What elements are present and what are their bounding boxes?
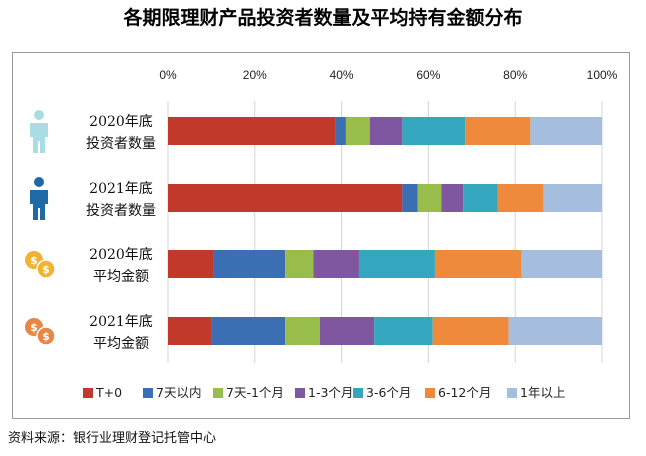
category-label-metric: 平均金额 bbox=[93, 269, 149, 285]
bar-segment bbox=[417, 184, 442, 212]
category-label-year: 2020年底 bbox=[89, 114, 153, 130]
x-tick-label: 60% bbox=[416, 68, 440, 82]
svg-text:$: $ bbox=[42, 263, 50, 276]
legend-swatch bbox=[83, 388, 93, 398]
bar-segment bbox=[285, 250, 314, 278]
bar-segment bbox=[313, 250, 359, 278]
legend-swatch bbox=[507, 388, 517, 398]
bar-segment bbox=[508, 317, 602, 345]
legend-label: 7天-1个月 bbox=[226, 385, 284, 400]
coins-icon: $$ bbox=[25, 318, 56, 346]
bar-segment bbox=[213, 250, 286, 278]
person-icon bbox=[30, 177, 48, 220]
legend-swatch bbox=[425, 388, 435, 398]
x-tick-label: 0% bbox=[159, 68, 177, 82]
chart-frame: 0% 20% 40% 60% 80% 100% 2020年底 投资者数量 2021年底 投资者数量… bbox=[12, 52, 630, 419]
bar-segment bbox=[285, 317, 320, 345]
bar-segment bbox=[319, 317, 375, 345]
legend-label: 1-3个月 bbox=[308, 385, 353, 400]
category-label-year: 2021年底 bbox=[89, 314, 153, 330]
bar-segment bbox=[374, 317, 433, 345]
legend-label: 3-6个月 bbox=[366, 385, 411, 400]
svg-text:$: $ bbox=[42, 330, 50, 343]
category-label-year: 2020年底 bbox=[89, 247, 153, 263]
bar-segment bbox=[530, 117, 602, 145]
bar-segment bbox=[168, 184, 403, 212]
bar-segment bbox=[543, 184, 602, 212]
bar-segment bbox=[402, 184, 418, 212]
bar-segment bbox=[434, 250, 522, 278]
category-label-year: 2021年底 bbox=[89, 181, 153, 197]
source-note: 资料来源：银行业理财登记托管中心 bbox=[8, 431, 217, 446]
legend-swatch bbox=[143, 388, 153, 398]
bar-segment bbox=[465, 117, 531, 145]
bar-segment bbox=[441, 184, 464, 212]
bar-segment bbox=[345, 117, 370, 145]
category-label-metric: 投资者数量 bbox=[86, 136, 156, 152]
legend-label: 7天以内 bbox=[156, 385, 201, 400]
bar-segment bbox=[497, 184, 544, 212]
legend-label: 6-12个月 bbox=[438, 385, 491, 400]
category-label-metric: 投资者数量 bbox=[86, 203, 156, 219]
legend-swatch bbox=[213, 388, 223, 398]
bar-segment bbox=[402, 117, 466, 145]
x-tick-label: 100% bbox=[587, 68, 618, 82]
bar-segment bbox=[168, 317, 212, 345]
chart-title: 各期限理财产品投资者数量及平均持有金额分布 bbox=[123, 7, 523, 29]
bar-segment bbox=[432, 317, 509, 345]
bar-segment bbox=[335, 117, 346, 145]
bar-segment bbox=[211, 317, 286, 345]
person-icon bbox=[30, 110, 48, 153]
bar-segment bbox=[369, 117, 403, 145]
bar-segment bbox=[521, 250, 602, 278]
x-tick-label: 20% bbox=[243, 68, 267, 82]
bar-segment bbox=[168, 250, 214, 278]
bar-segment bbox=[168, 117, 336, 145]
bar-segment bbox=[463, 184, 498, 212]
bar-segment bbox=[358, 250, 435, 278]
x-tick-label: 40% bbox=[330, 68, 354, 82]
legend-label: T+0 bbox=[95, 385, 122, 400]
legend-swatch bbox=[353, 388, 363, 398]
svg-text:$: $ bbox=[30, 321, 38, 334]
legend-swatch bbox=[295, 388, 305, 398]
x-tick-label: 80% bbox=[503, 68, 527, 82]
coins-icon: $$ bbox=[25, 251, 56, 279]
svg-text:$: $ bbox=[30, 254, 38, 267]
category-label-metric: 平均金额 bbox=[93, 336, 149, 352]
legend-label: 1年以上 bbox=[520, 385, 565, 400]
